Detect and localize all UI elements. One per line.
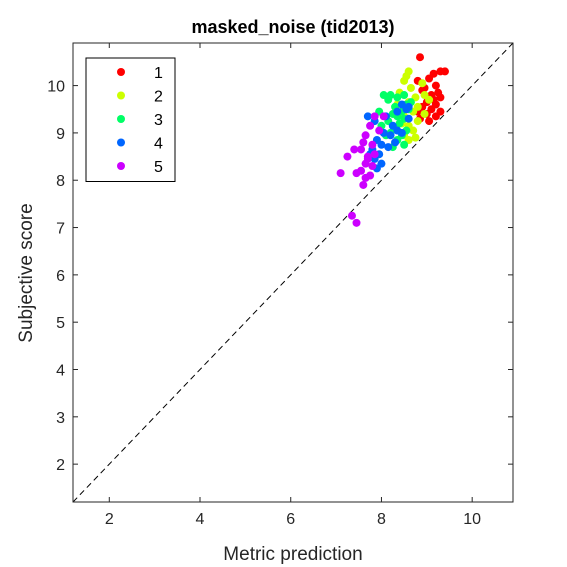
- data-point-series-2: [413, 117, 422, 126]
- data-point-series-5: [361, 131, 370, 140]
- legend-box: [85, 57, 176, 182]
- y-tick-label: 2: [56, 457, 65, 474]
- data-point-series-2: [411, 133, 420, 142]
- data-point-series-5: [361, 173, 370, 182]
- x-tick-label: 10: [463, 511, 481, 528]
- data-point-series-5: [352, 169, 361, 178]
- data-point-series-5: [375, 126, 384, 135]
- data-point-series-3: [384, 95, 393, 104]
- legend-marker-1: [117, 68, 125, 76]
- y-tick-label: 6: [56, 268, 65, 285]
- y-tick-label: 10: [47, 79, 65, 96]
- reference-line: [72, 42, 514, 503]
- data-point-series-3: [393, 93, 402, 102]
- data-point-series-1: [431, 112, 440, 121]
- data-point-series-4: [397, 128, 406, 137]
- axes: [72, 42, 514, 503]
- legend-label-2: 2: [154, 89, 163, 106]
- data-point-series-5: [343, 152, 352, 161]
- data-point-series-4: [384, 143, 393, 152]
- data-point-series-2: [418, 79, 427, 88]
- data-point-series-4: [404, 114, 413, 123]
- data-point-series-2: [425, 95, 434, 104]
- x-tick-label: 4: [196, 511, 205, 528]
- data-point-series-2: [400, 76, 409, 85]
- data-point-series-5: [347, 211, 356, 220]
- y-tick-label: 3: [56, 410, 65, 427]
- data-point-series-5: [366, 121, 375, 130]
- chart-title: masked_noise (tid2013): [191, 17, 394, 37]
- x-tick-label: 6: [286, 511, 295, 528]
- data-point-series-2: [406, 83, 415, 92]
- legend-marker-5: [117, 162, 125, 170]
- legend-label-1: 1: [154, 65, 163, 82]
- y-tick-label: 8: [56, 173, 65, 190]
- data-point-series-1: [436, 93, 445, 102]
- data-point-series-1: [440, 67, 449, 76]
- data-point-series-5: [363, 152, 372, 161]
- data-point-series-4: [404, 102, 413, 111]
- data-point-series-5: [368, 140, 377, 149]
- legend-marker-3: [117, 115, 125, 123]
- data-point-series-3: [400, 91, 409, 100]
- data-points: [336, 53, 449, 227]
- data-point-series-1: [431, 81, 440, 90]
- data-point-series-4: [393, 107, 402, 116]
- data-point-series-5: [361, 159, 370, 168]
- legend: 1 2 3 4 5: [85, 57, 176, 182]
- data-point-series-5: [379, 112, 388, 121]
- x-tick-label: 2: [105, 511, 114, 528]
- data-point-series-2: [409, 126, 418, 135]
- y-tick-label: 9: [56, 126, 65, 143]
- x-tick-label: 8: [377, 511, 386, 528]
- legend-label-4: 4: [154, 136, 163, 153]
- y-tick-label: 7: [56, 221, 65, 238]
- data-point-series-5: [350, 145, 359, 154]
- data-point-series-1: [425, 74, 434, 83]
- data-point-series-5: [359, 180, 368, 189]
- y-tick-label: 5: [56, 315, 65, 332]
- data-point-series-3: [400, 140, 409, 149]
- data-point-series-4: [363, 112, 372, 121]
- data-point-series-5: [336, 169, 345, 178]
- y-axis-label: Subjective score: [16, 203, 37, 342]
- ticks: 2 4 6 8 10 2 3 4 5 6 7 8 9 10: [47, 43, 513, 528]
- legend-label-5: 5: [154, 159, 163, 176]
- data-point-series-4: [386, 131, 395, 140]
- data-point-series-2: [420, 109, 429, 118]
- data-point-series-5: [370, 112, 379, 121]
- y-tick-label: 4: [56, 363, 65, 380]
- data-point-series-5: [368, 162, 377, 171]
- data-point-series-4: [397, 100, 406, 109]
- data-point-series-5: [357, 145, 366, 154]
- data-point-series-5: [359, 138, 368, 147]
- x-axis-label: Metric prediction: [223, 544, 362, 565]
- legend-marker-4: [117, 138, 125, 147]
- data-point-series-5: [370, 150, 379, 159]
- legend-label-3: 3: [154, 112, 163, 129]
- data-point-series-1: [425, 117, 434, 126]
- data-point-series-4: [377, 140, 386, 149]
- data-point-series-5: [352, 218, 361, 227]
- axes-box: [72, 42, 514, 503]
- data-point-series-1: [416, 53, 425, 62]
- data-point-series-4: [391, 138, 400, 147]
- legend-marker-2: [117, 91, 125, 100]
